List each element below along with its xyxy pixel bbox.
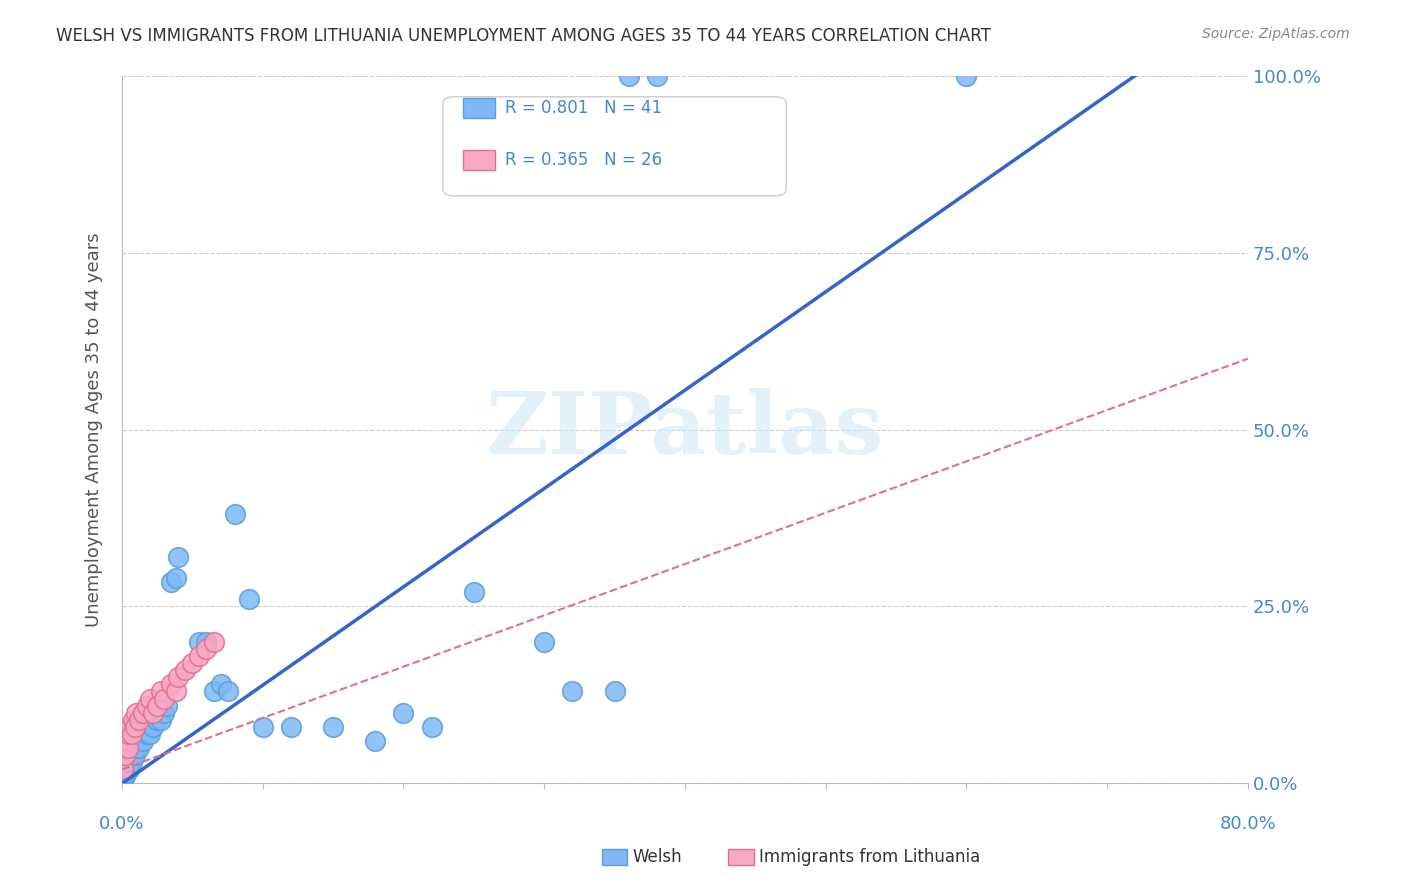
Point bbox=[645, 69, 668, 83]
FancyBboxPatch shape bbox=[463, 150, 495, 169]
Point bbox=[121, 727, 143, 741]
Point bbox=[139, 691, 162, 706]
FancyBboxPatch shape bbox=[443, 96, 786, 196]
Point bbox=[142, 706, 165, 720]
Point bbox=[146, 713, 169, 727]
Point bbox=[160, 574, 183, 589]
Point bbox=[150, 684, 173, 698]
Text: R = 0.365   N = 26: R = 0.365 N = 26 bbox=[505, 151, 662, 169]
Point bbox=[122, 748, 145, 763]
Point bbox=[392, 706, 415, 720]
Point bbox=[167, 549, 190, 564]
Point bbox=[156, 698, 179, 713]
Point bbox=[561, 684, 583, 698]
Point bbox=[153, 706, 176, 720]
Point bbox=[124, 720, 146, 734]
Point bbox=[252, 720, 274, 734]
Point bbox=[224, 508, 246, 522]
Text: Welsh: Welsh bbox=[633, 848, 682, 866]
Point bbox=[280, 720, 302, 734]
Text: R = 0.801   N = 41: R = 0.801 N = 41 bbox=[505, 99, 662, 117]
Point bbox=[121, 756, 143, 770]
Point bbox=[114, 748, 136, 763]
Point bbox=[364, 734, 387, 748]
Point bbox=[188, 635, 211, 649]
Text: ZIPatlas: ZIPatlas bbox=[486, 387, 884, 472]
Point bbox=[160, 677, 183, 691]
Point bbox=[142, 720, 165, 734]
Point bbox=[120, 756, 142, 770]
Point bbox=[533, 635, 555, 649]
Point bbox=[132, 706, 155, 720]
Point bbox=[202, 635, 225, 649]
Point bbox=[603, 684, 626, 698]
Point bbox=[117, 741, 139, 756]
Point bbox=[114, 769, 136, 783]
Point bbox=[120, 720, 142, 734]
Point bbox=[112, 762, 135, 776]
Point bbox=[122, 713, 145, 727]
Point bbox=[136, 727, 159, 741]
Point bbox=[124, 748, 146, 763]
Point bbox=[167, 670, 190, 684]
Point bbox=[115, 734, 138, 748]
Text: 80.0%: 80.0% bbox=[1219, 815, 1277, 833]
Point bbox=[132, 734, 155, 748]
Point bbox=[217, 684, 239, 698]
Point bbox=[128, 713, 150, 727]
Point bbox=[165, 571, 187, 585]
Point bbox=[128, 741, 150, 756]
Point bbox=[118, 727, 141, 741]
Point bbox=[118, 762, 141, 776]
Point bbox=[125, 741, 148, 756]
Point bbox=[195, 635, 218, 649]
Point bbox=[195, 642, 218, 657]
Point bbox=[136, 698, 159, 713]
Point bbox=[125, 706, 148, 720]
Point bbox=[181, 656, 204, 670]
Point bbox=[238, 592, 260, 607]
Point bbox=[165, 684, 187, 698]
Text: Source: ZipAtlas.com: Source: ZipAtlas.com bbox=[1202, 27, 1350, 41]
Text: 0.0%: 0.0% bbox=[100, 815, 145, 833]
Point bbox=[188, 648, 211, 663]
Point bbox=[955, 69, 977, 83]
Point bbox=[150, 713, 173, 727]
Point bbox=[139, 727, 162, 741]
Point bbox=[202, 684, 225, 698]
Point bbox=[209, 677, 232, 691]
Point bbox=[153, 691, 176, 706]
Point bbox=[174, 663, 197, 677]
Y-axis label: Unemployment Among Ages 35 to 44 years: Unemployment Among Ages 35 to 44 years bbox=[86, 232, 103, 627]
Point bbox=[115, 765, 138, 780]
Point bbox=[420, 720, 443, 734]
Text: WELSH VS IMMIGRANTS FROM LITHUANIA UNEMPLOYMENT AMONG AGES 35 TO 44 YEARS CORREL: WELSH VS IMMIGRANTS FROM LITHUANIA UNEMP… bbox=[56, 27, 991, 45]
Text: Immigrants from Lithuania: Immigrants from Lithuania bbox=[759, 848, 980, 866]
Point bbox=[146, 698, 169, 713]
Point bbox=[117, 762, 139, 776]
Point bbox=[617, 69, 640, 83]
Point bbox=[463, 585, 485, 599]
FancyBboxPatch shape bbox=[463, 98, 495, 118]
Point bbox=[322, 720, 344, 734]
